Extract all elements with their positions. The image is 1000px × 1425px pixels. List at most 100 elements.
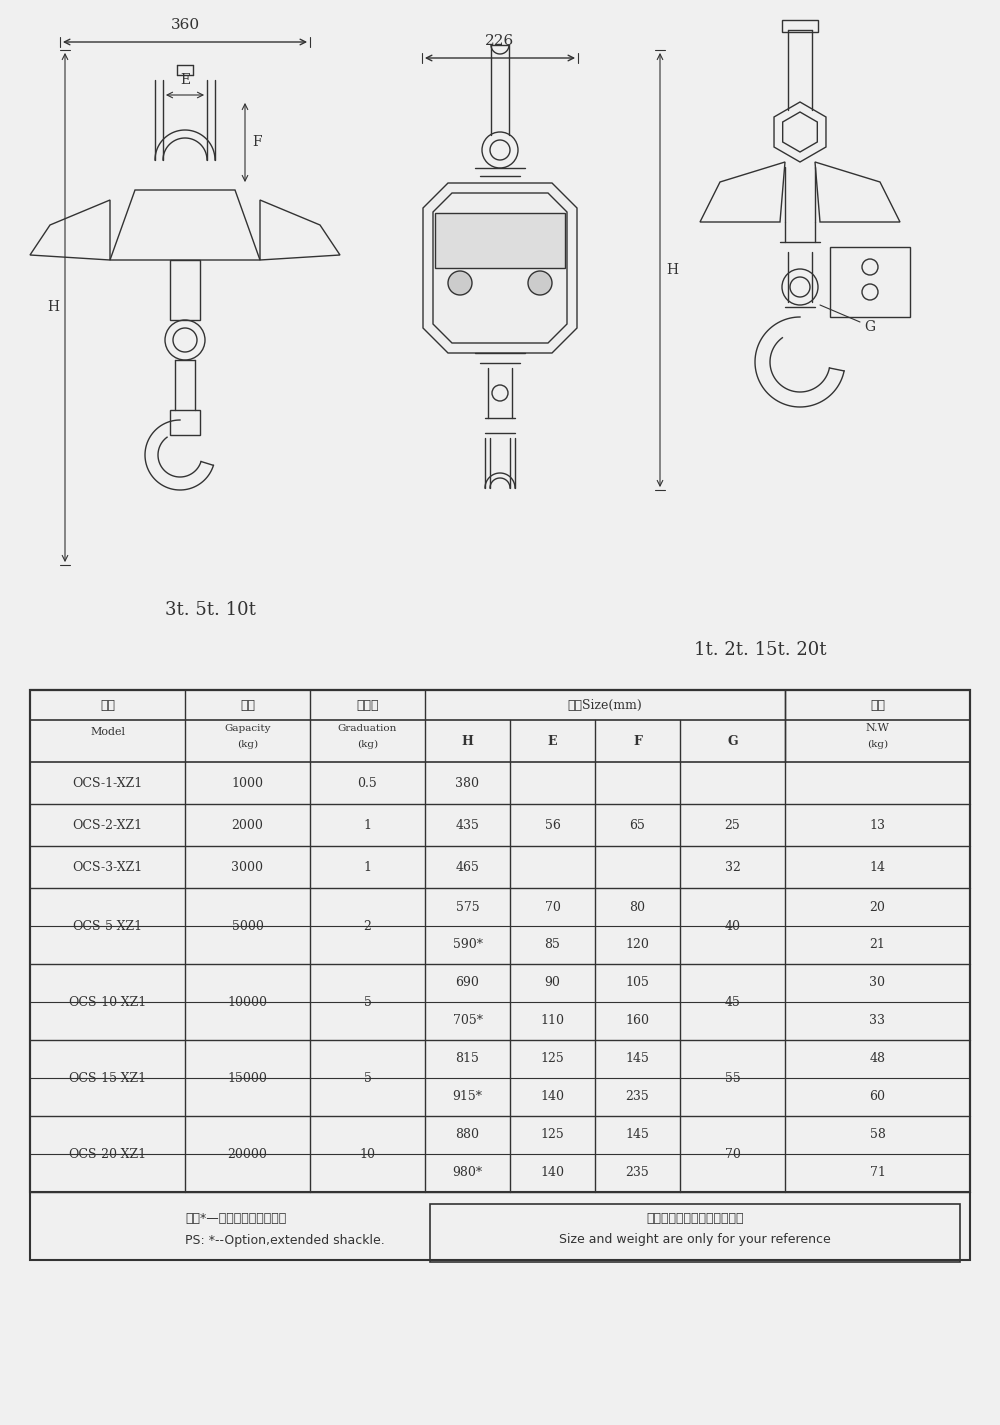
Text: 56: 56 <box>545 818 560 832</box>
Text: 71: 71 <box>870 1167 885 1180</box>
Text: 33: 33 <box>870 1015 886 1027</box>
Text: OCS-3-XZ1: OCS-3-XZ1 <box>72 861 143 874</box>
Text: 30: 30 <box>870 976 886 989</box>
Text: Graduation: Graduation <box>338 724 397 732</box>
Text: 815: 815 <box>456 1053 479 1066</box>
Text: 380: 380 <box>456 777 480 789</box>
Text: 型号: 型号 <box>100 698 115 711</box>
Text: (kg): (kg) <box>867 740 888 748</box>
Text: 160: 160 <box>626 1015 650 1027</box>
Text: 235: 235 <box>626 1090 649 1103</box>
Text: 2000: 2000 <box>232 818 263 832</box>
Text: Size and weight are only for your reference: Size and weight are only for your refere… <box>559 1234 831 1247</box>
Text: 48: 48 <box>870 1053 886 1066</box>
Text: 140: 140 <box>540 1090 564 1103</box>
Text: G: G <box>864 321 876 333</box>
Text: 尺寸Size(mm): 尺寸Size(mm) <box>568 698 642 711</box>
Text: 70: 70 <box>545 901 560 913</box>
Polygon shape <box>423 182 577 353</box>
Text: 21: 21 <box>870 939 885 952</box>
Bar <box>30 690 970 1191</box>
Circle shape <box>528 271 552 295</box>
Text: 20: 20 <box>870 901 885 913</box>
Text: 0.5: 0.5 <box>358 777 377 789</box>
Text: 13: 13 <box>870 818 886 832</box>
Text: (kg): (kg) <box>357 740 378 748</box>
Text: 1: 1 <box>364 861 372 874</box>
Text: 55: 55 <box>725 1072 740 1084</box>
Bar <box>782 20 818 31</box>
Text: OCS-2-XZ1: OCS-2-XZ1 <box>72 818 143 832</box>
Text: H: H <box>47 301 59 314</box>
Text: 分度值: 分度值 <box>356 698 379 711</box>
Text: 915*: 915* <box>452 1090 482 1103</box>
Text: 705*: 705* <box>452 1015 482 1027</box>
Text: 45: 45 <box>725 996 740 1009</box>
Text: 20000: 20000 <box>228 1147 267 1160</box>
Text: 注：上述尺寸及重量仅供参考: 注：上述尺寸及重量仅供参考 <box>646 1211 744 1224</box>
Text: 80: 80 <box>630 901 646 913</box>
Text: N.W: N.W <box>866 722 889 732</box>
Bar <box>830 247 910 316</box>
Text: 40: 40 <box>724 919 740 932</box>
Text: 360: 360 <box>170 19 200 31</box>
Text: 3t. 5t. 10t: 3t. 5t. 10t <box>165 601 255 618</box>
Bar <box>430 1204 960 1263</box>
Text: 65: 65 <box>630 818 645 832</box>
Text: 590*: 590* <box>452 939 482 952</box>
Text: 14: 14 <box>870 861 886 874</box>
Text: 140: 140 <box>540 1167 564 1180</box>
Text: 5: 5 <box>364 1072 371 1084</box>
Text: 15000: 15000 <box>228 1072 267 1084</box>
Text: 105: 105 <box>626 976 649 989</box>
Text: 465: 465 <box>456 861 479 874</box>
Text: OCS-15-XZ1: OCS-15-XZ1 <box>68 1072 147 1084</box>
Text: 2: 2 <box>364 919 371 932</box>
Text: 125: 125 <box>541 1053 564 1066</box>
Text: 25: 25 <box>725 818 740 832</box>
Bar <box>435 212 565 268</box>
Text: 10000: 10000 <box>228 996 268 1009</box>
Text: OCS-20-XZ1: OCS-20-XZ1 <box>68 1147 147 1160</box>
Bar <box>30 690 970 1260</box>
Text: 3000: 3000 <box>232 861 264 874</box>
Text: 5000: 5000 <box>232 919 263 932</box>
Text: 10: 10 <box>360 1147 376 1160</box>
Text: OCS-1-XZ1: OCS-1-XZ1 <box>72 777 143 789</box>
Text: OCS-5-XZ1: OCS-5-XZ1 <box>72 919 143 932</box>
Text: 226: 226 <box>485 34 515 48</box>
Text: 880: 880 <box>456 1129 480 1141</box>
Text: 110: 110 <box>540 1015 564 1027</box>
Text: 重量: 重量 <box>870 698 885 711</box>
Text: F: F <box>252 135 262 150</box>
Text: Gapacity: Gapacity <box>224 724 271 732</box>
Text: OCS-10-XZ1: OCS-10-XZ1 <box>68 996 147 1009</box>
Circle shape <box>448 271 472 295</box>
Text: 称量: 称量 <box>240 698 255 711</box>
Text: F: F <box>633 734 642 748</box>
Text: 90: 90 <box>545 976 560 989</box>
Text: 125: 125 <box>541 1129 564 1141</box>
Text: 5: 5 <box>364 996 371 1009</box>
Text: 32: 32 <box>725 861 740 874</box>
Text: H: H <box>666 264 678 276</box>
Text: 85: 85 <box>545 939 560 952</box>
Text: 120: 120 <box>626 939 649 952</box>
Text: E: E <box>180 73 190 87</box>
Text: 145: 145 <box>626 1053 649 1066</box>
Text: PS: *--Option,extended shackle.: PS: *--Option,extended shackle. <box>185 1234 385 1247</box>
Text: 1: 1 <box>364 818 372 832</box>
Text: 注：*—选件，为加长卸扣。: 注：*—选件，为加长卸扣。 <box>185 1213 286 1226</box>
Text: G: G <box>727 734 738 748</box>
Text: 58: 58 <box>870 1129 885 1141</box>
Text: 235: 235 <box>626 1167 649 1180</box>
Bar <box>170 410 200 435</box>
Text: H: H <box>462 734 473 748</box>
Text: 690: 690 <box>456 976 479 989</box>
Text: 145: 145 <box>626 1129 649 1141</box>
Text: 1t. 2t. 15t. 20t: 1t. 2t. 15t. 20t <box>694 641 826 658</box>
Text: 70: 70 <box>725 1147 740 1160</box>
Text: 60: 60 <box>870 1090 886 1103</box>
Text: 575: 575 <box>456 901 479 913</box>
Text: 435: 435 <box>456 818 479 832</box>
